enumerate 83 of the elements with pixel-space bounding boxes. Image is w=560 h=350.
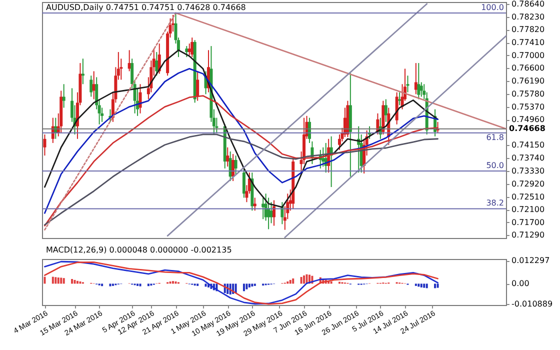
y-tick-label: 0.78640 xyxy=(512,0,545,8)
candlestick xyxy=(322,146,325,168)
bar xyxy=(423,284,426,288)
candlestick xyxy=(395,92,398,125)
bar xyxy=(139,284,142,286)
bar xyxy=(204,284,207,287)
bar xyxy=(289,280,292,284)
bar xyxy=(234,284,237,294)
candlestick xyxy=(272,200,276,226)
y-tick-label: 0.73740 xyxy=(512,154,545,163)
y-tick-label: 0.78230 xyxy=(512,12,545,22)
y-tick-label: 0.73330 xyxy=(512,166,545,176)
chart-title: AUDUSD,Daily 0.74751 0.74751 0.74628 0.74668 xyxy=(46,2,246,12)
candlestick xyxy=(43,134,46,156)
bar xyxy=(60,278,62,284)
y-tick-label: 0.77410 xyxy=(512,38,545,48)
bar xyxy=(52,276,54,284)
annotation: 38.2 xyxy=(486,198,504,208)
bar xyxy=(246,284,248,290)
y-tick-label: -0.010889 xyxy=(512,300,553,309)
line-series xyxy=(44,95,438,226)
candlestick xyxy=(62,84,66,108)
bar xyxy=(248,284,250,288)
chart-title: MACD(12,26,9) 0.000048 0.000000 -0.002135 xyxy=(46,246,232,255)
y-tick-label: 0.74960 xyxy=(512,115,545,124)
bar xyxy=(303,275,306,284)
line-series xyxy=(44,68,438,214)
bar xyxy=(418,284,420,287)
y-tick-label: 0.77000 xyxy=(512,50,545,60)
bar xyxy=(57,278,60,284)
candlestick xyxy=(242,168,246,198)
y-tick-label: 0.75370 xyxy=(512,102,545,112)
y-tick-label: 0.74150 xyxy=(512,140,545,150)
bar xyxy=(109,284,112,286)
candlestick xyxy=(226,146,230,168)
candlestick xyxy=(420,82,423,98)
y-tick-label: 0.72100 xyxy=(512,205,545,214)
candlestick xyxy=(185,46,188,58)
bar xyxy=(420,284,422,288)
bar xyxy=(426,284,428,288)
candlestick xyxy=(232,153,235,182)
bar xyxy=(71,279,74,284)
bar xyxy=(292,278,294,284)
candlestick xyxy=(190,37,194,58)
candlestick xyxy=(398,92,402,106)
y-tick-label: 0.71700 xyxy=(512,218,545,227)
bar xyxy=(147,284,150,286)
annotation: 50.0 xyxy=(486,160,504,170)
candlestick xyxy=(414,62,418,95)
bar xyxy=(436,284,439,288)
candlestick xyxy=(262,197,265,220)
bar xyxy=(251,284,254,286)
bar xyxy=(242,284,245,292)
bar xyxy=(101,284,104,286)
bar xyxy=(44,276,46,284)
y-tick-label: 0.76190 xyxy=(512,76,545,86)
annotation: 61.8 xyxy=(486,132,504,142)
ref-line-label: 0.74668 xyxy=(509,124,546,133)
candlestick xyxy=(406,75,410,93)
bar xyxy=(76,280,78,284)
y-tick-label: 0.012297 xyxy=(512,256,550,266)
y-tick-label: 0.72920 xyxy=(512,179,545,188)
bar xyxy=(74,280,76,284)
line-series xyxy=(44,134,438,226)
annotation: 100.0 xyxy=(481,3,504,12)
candlestick xyxy=(90,75,93,98)
candlestick xyxy=(417,62,420,100)
bar xyxy=(300,276,302,284)
candlestick xyxy=(253,197,256,212)
y-tick-label: 0.71290 xyxy=(512,230,545,240)
candlestick xyxy=(155,52,158,76)
candlestick xyxy=(81,58,84,85)
bar xyxy=(54,277,57,284)
candlestick xyxy=(196,70,200,102)
y-tick-label: 0.75780 xyxy=(512,89,545,98)
candlestick xyxy=(384,98,388,122)
y-tick-label: 0.72510 xyxy=(512,192,545,202)
y-tick-label: 0.00 xyxy=(512,279,530,288)
candlestick xyxy=(234,155,238,176)
bar xyxy=(172,281,174,284)
y-tick-label: 0.77820 xyxy=(512,25,545,34)
bar xyxy=(434,284,436,288)
y-tick-label: 0.76600 xyxy=(512,64,545,73)
